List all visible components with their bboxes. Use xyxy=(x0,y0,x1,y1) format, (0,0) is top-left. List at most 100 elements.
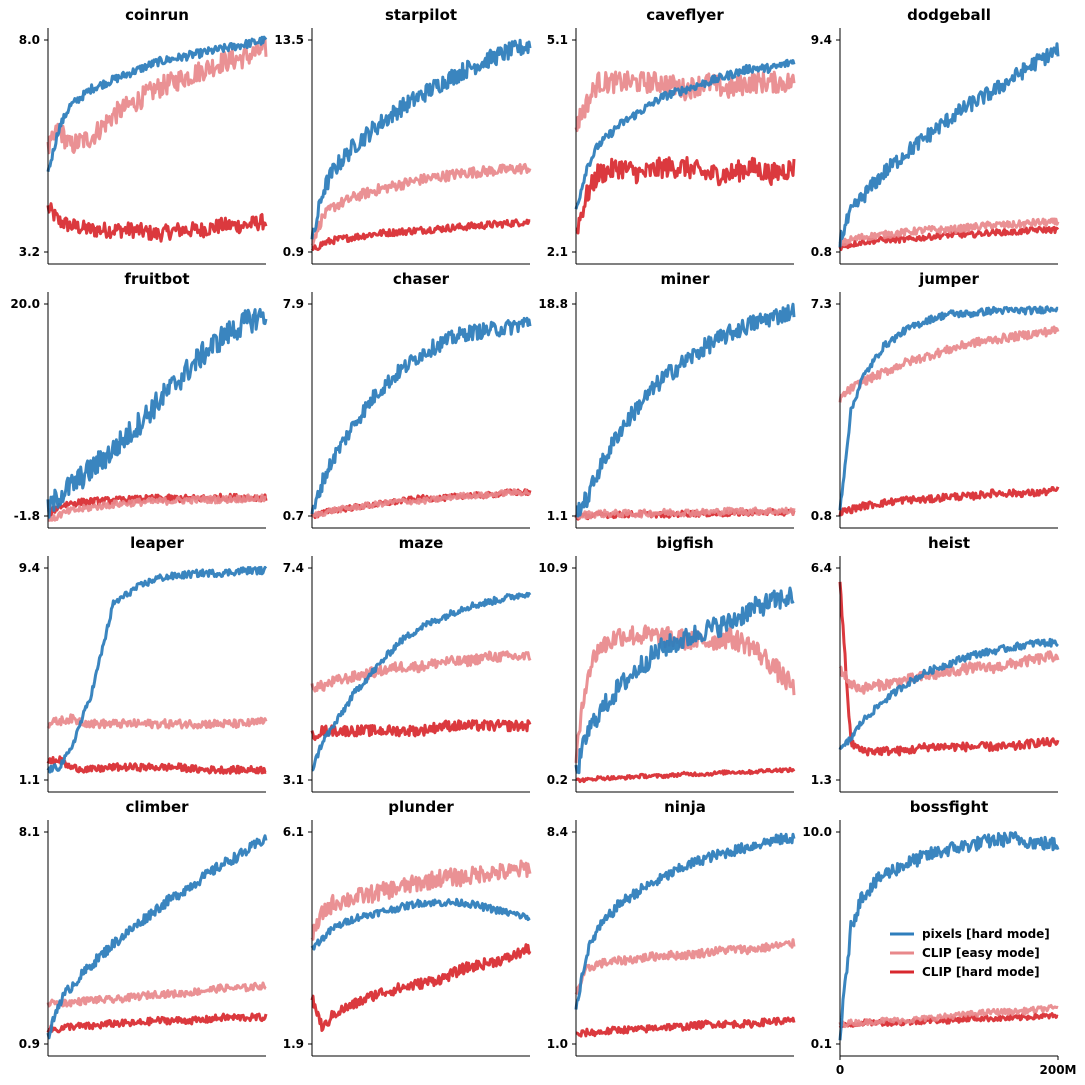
series-line-clip-hard-mode xyxy=(46,202,268,243)
y-tick-label: 5.1 xyxy=(547,33,568,47)
series-line-pixels-hard-mode xyxy=(574,832,796,1010)
series-line-clip-hard-mode xyxy=(46,755,267,775)
y-tick-label: 0.8 xyxy=(811,509,832,523)
series-line-clip-easy-mode xyxy=(838,650,1060,695)
y-tick-label: 8.0 xyxy=(19,33,40,47)
series-line-clip-easy-mode xyxy=(574,938,796,996)
panel-bossfight: bossfight 10.0 0.1 0 200M pixels [hard mode] C… xyxy=(802,798,1076,1077)
panel-starpilot: starpilot 13.5 0.9 xyxy=(274,6,532,265)
series-line-pixels-hard-mode xyxy=(46,307,268,519)
panel-caveflyer: caveflyer 5.1 2.1 xyxy=(547,6,796,265)
series-line-pixels-hard-mode xyxy=(575,302,796,518)
y-tick-label: 10.0 xyxy=(802,825,832,839)
y-tick-label: 7.4 xyxy=(283,561,304,575)
series-line-pixels-hard-mode xyxy=(574,586,795,775)
y-tick-label: 6.1 xyxy=(283,825,304,839)
y-tick-label: 20.0 xyxy=(10,297,40,311)
y-tick-label: 0.7 xyxy=(283,509,304,523)
panel-chaser: chaser 7.9 0.7 xyxy=(283,270,532,529)
series-line-pixels-hard-mode xyxy=(311,591,532,772)
y-tick-label: 10.9 xyxy=(538,561,568,575)
legend-label: CLIP [easy mode] xyxy=(922,946,1040,960)
panel-title: caveflyer xyxy=(646,6,724,24)
series-line-clip-hard-mode xyxy=(838,486,1060,517)
panel-plunder: plunder 6.1 1.9 xyxy=(283,798,532,1057)
series-line-pixels-hard-mode xyxy=(46,834,268,1040)
panel-title: chaser xyxy=(393,270,450,288)
series-line-pixels-hard-mode xyxy=(46,35,268,172)
panel-title: miner xyxy=(660,270,710,288)
series-line-clip-easy-mode xyxy=(838,1004,1059,1029)
y-tick-label: 1.3 xyxy=(811,773,832,787)
panel-leaper: leaper 9.4 1.1 xyxy=(19,534,268,793)
series-line-clip-easy-mode xyxy=(310,650,532,693)
panel-title: dodgeball xyxy=(907,6,991,24)
legend-label: CLIP [hard mode] xyxy=(922,965,1040,979)
y-tick-label: 7.9 xyxy=(283,297,304,311)
series-line-clip-hard-mode xyxy=(838,225,1060,252)
series-line-clip-easy-mode xyxy=(46,981,267,1008)
series-line-clip-hard-mode xyxy=(838,581,1060,757)
series-line-clip-easy-mode xyxy=(310,488,531,519)
series-line-clip-hard-mode xyxy=(575,1016,796,1038)
x-tick-label: 0 xyxy=(836,1063,844,1077)
panel-fruitbot: fruitbot 20.0 -1.8 xyxy=(10,270,268,529)
series-line-clip-easy-mode xyxy=(47,493,268,522)
panel-title: coinrun xyxy=(125,6,189,24)
panel-title: jumper xyxy=(918,270,979,288)
panel-title: ninja xyxy=(664,798,706,816)
y-tick-label: 9.4 xyxy=(811,33,832,47)
series-line-clip-hard-mode xyxy=(310,719,532,741)
y-tick-label: 1.1 xyxy=(19,773,40,787)
y-tick-label: 18.8 xyxy=(538,297,568,311)
panel-jumper: jumper 7.3 0.8 xyxy=(811,270,1060,529)
panel-title: climber xyxy=(125,798,189,816)
y-tick-label: -1.8 xyxy=(14,509,40,523)
series-line-pixels-hard-mode xyxy=(46,565,268,774)
series-line-clip-easy-mode xyxy=(574,624,796,763)
series-line-clip-hard-mode xyxy=(575,766,796,784)
panel-ninja: ninja 8.4 1.0 xyxy=(547,798,796,1057)
legend-label: pixels [hard mode] xyxy=(922,927,1050,941)
y-tick-label: 0.9 xyxy=(283,245,304,259)
panel-bigfish: bigfish 10.9 0.2 xyxy=(538,534,796,793)
panel-title: starpilot xyxy=(385,6,457,24)
panel-miner: miner 18.8 1.1 xyxy=(538,270,796,529)
legend: pixels [hard mode] CLIP [easy mode] CLIP [… xyxy=(890,927,1050,979)
y-tick-label: 13.5 xyxy=(274,33,304,47)
series-line-clip-easy-mode xyxy=(46,713,268,730)
series-line-clip-easy-mode xyxy=(574,70,796,133)
series-line-clip-easy-mode xyxy=(310,859,532,941)
panel-title: bossfight xyxy=(910,798,989,816)
series-line-pixels-hard-mode xyxy=(310,38,532,240)
panel-climber: climber 8.1 0.9 xyxy=(19,798,268,1057)
series-line-pixels-hard-mode xyxy=(838,305,1059,511)
y-tick-label: 3.2 xyxy=(19,245,40,259)
series-line-clip-easy-mode xyxy=(46,37,268,155)
series-line-clip-hard-mode xyxy=(46,1012,268,1034)
y-tick-label: 2.1 xyxy=(547,245,568,259)
panel-title: bigfish xyxy=(656,534,713,552)
y-tick-label: 3.1 xyxy=(283,773,304,787)
y-tick-label: 0.8 xyxy=(811,245,832,259)
series-line-pixels-hard-mode xyxy=(310,897,531,951)
series-line-pixels-hard-mode xyxy=(574,58,796,210)
y-tick-label: 0.1 xyxy=(811,1037,832,1051)
y-tick-label: 8.1 xyxy=(19,825,40,839)
y-tick-label: 6.4 xyxy=(811,561,832,575)
panel-maze: maze 7.4 3.1 xyxy=(283,534,532,793)
series-line-clip-easy-mode xyxy=(574,506,796,520)
series-line-pixels-hard-mode xyxy=(838,42,1060,248)
series-line-pixels-hard-mode xyxy=(838,637,1059,751)
panel-heist: heist 6.4 1.3 xyxy=(811,534,1060,793)
y-tick-label: 1.9 xyxy=(283,1037,304,1051)
series-line-clip-hard-mode xyxy=(575,156,796,235)
panel-coinrun: coinrun 8.0 3.2 xyxy=(19,6,268,265)
y-tick-label: 0.9 xyxy=(19,1037,40,1051)
series-line-clip-hard-mode xyxy=(310,218,531,252)
panel-title: fruitbot xyxy=(124,270,189,288)
y-tick-label: 7.3 xyxy=(811,297,832,311)
series-line-clip-easy-mode xyxy=(838,217,1060,247)
panel-title: heist xyxy=(928,534,970,552)
